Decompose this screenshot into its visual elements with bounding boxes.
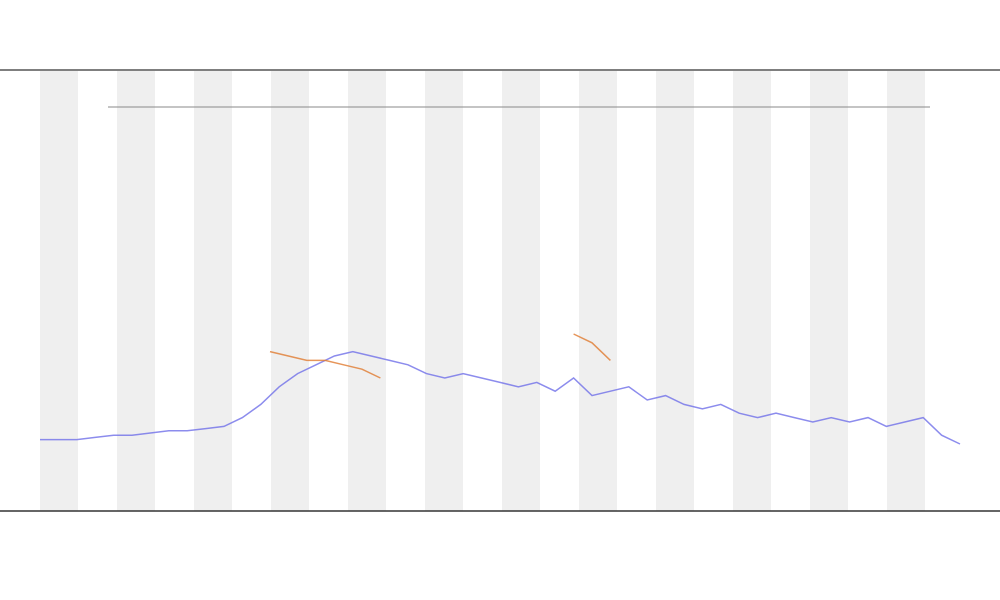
band bbox=[810, 71, 848, 511]
band bbox=[887, 71, 925, 511]
band bbox=[502, 71, 540, 511]
band bbox=[117, 71, 155, 511]
band bbox=[348, 71, 386, 511]
band bbox=[656, 71, 694, 511]
series-line bbox=[573, 333, 611, 361]
band bbox=[425, 71, 463, 511]
band bbox=[579, 71, 617, 511]
series-line bbox=[40, 350, 961, 445]
series-line bbox=[269, 350, 381, 379]
band bbox=[271, 71, 309, 511]
band bbox=[40, 71, 78, 511]
band bbox=[194, 71, 232, 511]
band bbox=[733, 71, 771, 511]
bands bbox=[40, 71, 925, 511]
